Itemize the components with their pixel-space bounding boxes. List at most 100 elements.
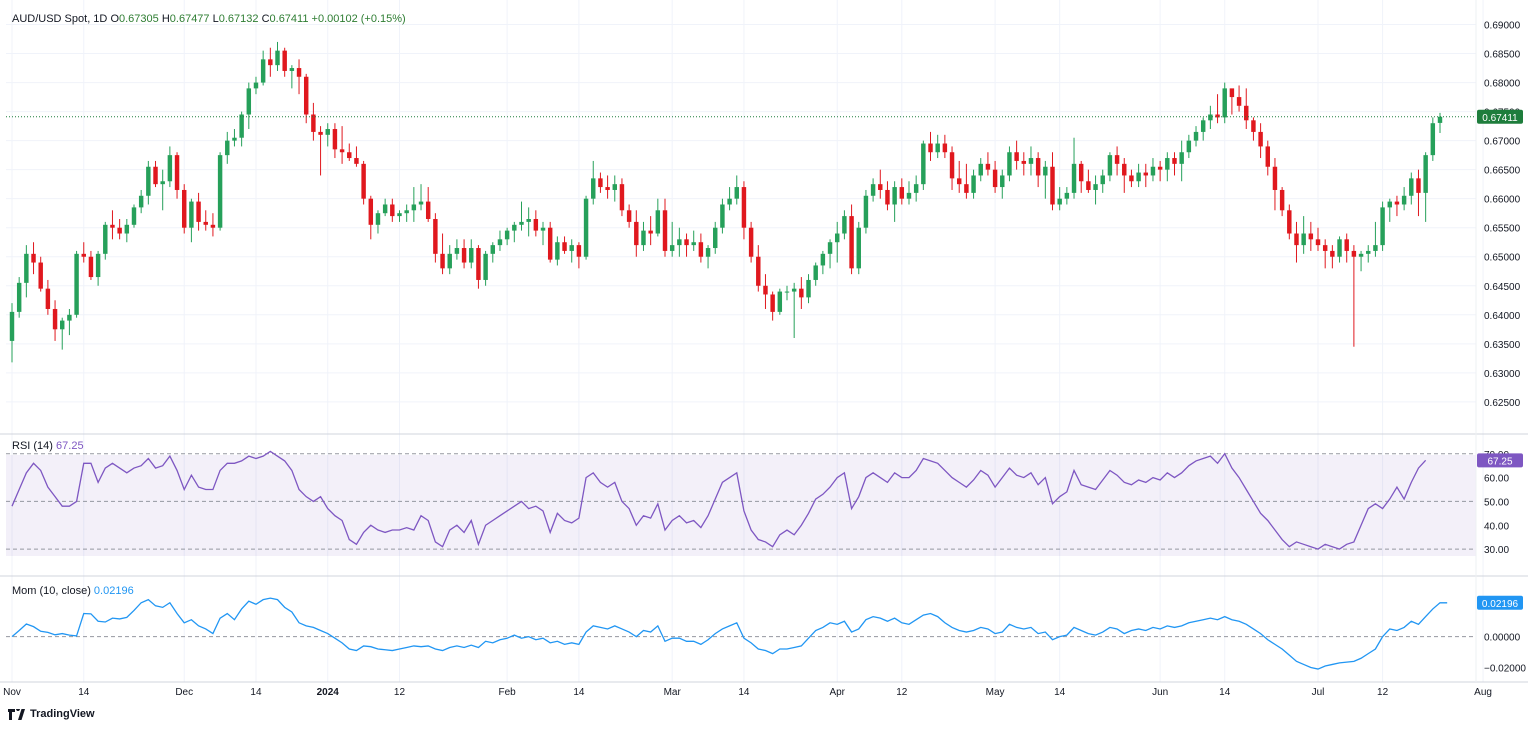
candle-body	[181, 189, 187, 228]
candle-body	[906, 192, 912, 199]
candle-body	[935, 143, 940, 153]
candle	[705, 245, 711, 269]
price-tick-label: 0.62500	[1484, 398, 1521, 409]
price-tick-label: 0.63000	[1484, 369, 1521, 380]
low-label: L	[212, 13, 219, 25]
candle-body	[1165, 158, 1170, 170]
candle-body	[447, 253, 452, 269]
candle	[1244, 88, 1249, 130]
candle-body	[153, 166, 158, 185]
tradingview-logo[interactable]: TradingView	[8, 708, 95, 720]
candle	[418, 184, 424, 211]
candle-body	[1157, 166, 1163, 170]
candle	[232, 129, 237, 147]
rsi-value-badge: 67.25	[1477, 453, 1523, 468]
candle-body	[512, 224, 517, 231]
candle	[655, 198, 661, 237]
price-tick-label: 0.69000	[1484, 21, 1521, 32]
candle-body	[562, 242, 567, 251]
candle	[619, 178, 625, 217]
candle-body	[16, 282, 22, 312]
low-value: 0.67132	[218, 13, 259, 25]
candle-body	[1244, 105, 1249, 121]
candle	[540, 221, 546, 246]
candle-body	[404, 210, 409, 214]
time-tick-label: 12	[896, 687, 908, 698]
price-tick-label: 0.68000	[1484, 79, 1521, 90]
candle-body	[411, 204, 417, 211]
candle	[906, 181, 912, 205]
candle-body	[1078, 163, 1084, 182]
candle	[31, 242, 36, 275]
candle	[339, 126, 345, 164]
candle	[440, 233, 445, 275]
candle-body	[605, 187, 610, 190]
candle-body	[138, 195, 144, 208]
time-tick-label: 14	[573, 687, 585, 698]
momentum-value-badge-text: 0.02196	[1482, 599, 1519, 610]
candle	[16, 277, 22, 318]
candle-body	[354, 158, 359, 164]
candle	[268, 47, 273, 77]
candle	[275, 41, 280, 71]
candle-body	[239, 114, 244, 138]
candle	[483, 250, 488, 286]
candle	[1387, 198, 1392, 222]
rsi-pane	[6, 450, 1476, 550]
time-tick-label: 2024	[317, 687, 340, 698]
candle	[1100, 169, 1105, 193]
candle	[95, 250, 101, 286]
candle-body	[368, 198, 374, 225]
candle	[81, 242, 86, 263]
candle	[856, 221, 861, 275]
candle-body	[174, 155, 180, 190]
candle-body	[160, 181, 165, 185]
candle-body	[1150, 166, 1156, 176]
momentum-label[interactable]: Mom (10, close)	[12, 585, 91, 597]
candle	[576, 242, 582, 269]
candle	[1258, 123, 1263, 159]
candle-body	[748, 227, 754, 257]
candle	[791, 282, 797, 339]
time-tick-label: 14	[250, 687, 262, 698]
rsi-tick-label: 30.00	[1484, 545, 1509, 556]
time-tick-label: May	[986, 687, 1005, 698]
candle	[1272, 158, 1278, 211]
candle	[1430, 117, 1436, 161]
last-price-badge: 0.67411	[1477, 109, 1523, 124]
candle	[849, 204, 854, 275]
candle	[311, 102, 316, 141]
momentum-tick-label: 0.00000	[1484, 633, 1521, 644]
symbol-label[interactable]: AUD/USD Spot, 1D	[12, 13, 108, 25]
candle	[325, 123, 330, 147]
candle	[1014, 140, 1019, 170]
candle	[1416, 169, 1421, 217]
rsi-value: 67.25	[56, 440, 84, 452]
candle-body	[1021, 160, 1027, 164]
candle-body	[210, 224, 216, 228]
rsi-label[interactable]: RSI (14)	[12, 440, 53, 452]
candle	[1322, 239, 1328, 269]
open-label: O	[110, 13, 119, 25]
candle	[260, 50, 266, 86]
candle	[1437, 112, 1443, 133]
candle	[497, 230, 503, 251]
candle-body	[1215, 114, 1220, 118]
candle	[547, 221, 553, 263]
candle	[74, 250, 79, 318]
candle	[397, 210, 402, 222]
candle-body	[655, 210, 661, 234]
candle	[45, 279, 51, 315]
candle-body	[110, 224, 115, 228]
candle	[827, 239, 833, 269]
candle-body	[52, 308, 58, 330]
time-tick-label: 14	[1054, 687, 1066, 698]
candle	[454, 239, 460, 260]
candle-body	[827, 242, 833, 254]
candle-body	[88, 256, 94, 278]
candle	[375, 210, 381, 234]
candle	[1344, 233, 1349, 263]
candle-body	[232, 137, 237, 141]
